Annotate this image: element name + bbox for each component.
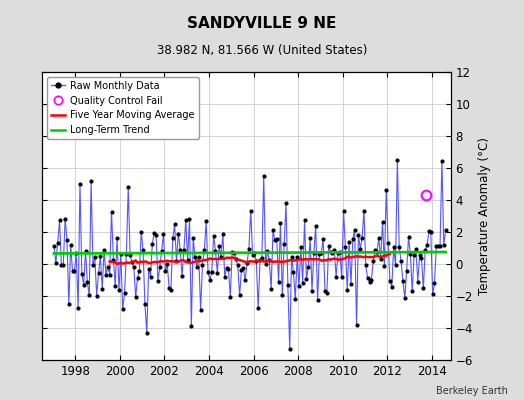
- Text: SANDYVILLE 9 NE: SANDYVILLE 9 NE: [187, 16, 337, 31]
- Text: 38.982 N, 81.566 W (United States): 38.982 N, 81.566 W (United States): [157, 44, 367, 57]
- Text: Berkeley Earth: Berkeley Earth: [436, 386, 508, 396]
- Legend: Raw Monthly Data, Quality Control Fail, Five Year Moving Average, Long-Term Tren: Raw Monthly Data, Quality Control Fail, …: [47, 77, 199, 139]
- Y-axis label: Temperature Anomaly (°C): Temperature Anomaly (°C): [478, 137, 492, 295]
